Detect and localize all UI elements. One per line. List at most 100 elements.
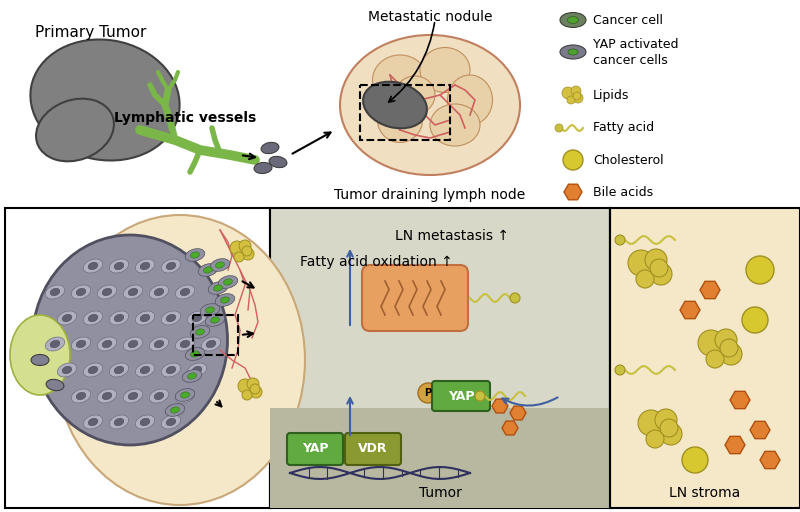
Ellipse shape — [114, 262, 124, 270]
Ellipse shape — [140, 314, 150, 322]
Ellipse shape — [71, 337, 90, 351]
Ellipse shape — [76, 392, 86, 400]
Ellipse shape — [395, 76, 435, 114]
Ellipse shape — [71, 389, 90, 403]
Circle shape — [239, 240, 251, 252]
Ellipse shape — [31, 354, 49, 366]
Circle shape — [510, 293, 520, 303]
Ellipse shape — [208, 282, 228, 294]
Ellipse shape — [123, 389, 142, 403]
Ellipse shape — [202, 337, 221, 351]
Circle shape — [660, 423, 682, 445]
Ellipse shape — [568, 49, 578, 55]
Ellipse shape — [46, 285, 65, 299]
Ellipse shape — [210, 317, 219, 323]
Ellipse shape — [221, 297, 230, 303]
Ellipse shape — [128, 288, 138, 296]
Ellipse shape — [180, 392, 190, 400]
Text: YAP: YAP — [448, 390, 474, 402]
Ellipse shape — [140, 366, 150, 374]
Polygon shape — [700, 281, 720, 298]
Ellipse shape — [55, 215, 305, 505]
Ellipse shape — [269, 156, 287, 167]
Ellipse shape — [261, 142, 279, 154]
Ellipse shape — [110, 415, 129, 429]
Circle shape — [242, 246, 252, 256]
Polygon shape — [750, 421, 770, 439]
Circle shape — [418, 383, 438, 403]
Ellipse shape — [98, 389, 117, 403]
Ellipse shape — [98, 337, 117, 351]
Ellipse shape — [187, 363, 206, 377]
Ellipse shape — [76, 340, 86, 348]
Ellipse shape — [363, 82, 427, 129]
Circle shape — [650, 259, 668, 277]
Circle shape — [698, 330, 724, 356]
Ellipse shape — [175, 389, 194, 403]
Circle shape — [615, 235, 625, 245]
Ellipse shape — [114, 314, 124, 322]
Ellipse shape — [186, 348, 205, 360]
Ellipse shape — [206, 340, 216, 348]
Ellipse shape — [114, 366, 124, 374]
Ellipse shape — [114, 418, 124, 425]
Ellipse shape — [206, 307, 214, 313]
Ellipse shape — [195, 329, 205, 335]
Text: P: P — [425, 388, 431, 398]
Ellipse shape — [88, 418, 98, 425]
Ellipse shape — [102, 392, 112, 400]
Ellipse shape — [46, 337, 65, 351]
Ellipse shape — [135, 415, 154, 429]
Ellipse shape — [62, 366, 72, 374]
Bar — [270, 208, 610, 508]
Ellipse shape — [192, 366, 202, 374]
Ellipse shape — [162, 311, 181, 325]
Ellipse shape — [33, 235, 227, 445]
Text: LN stroma: LN stroma — [670, 486, 741, 500]
Bar — [610, 208, 800, 508]
Ellipse shape — [10, 315, 70, 395]
Ellipse shape — [150, 389, 169, 403]
Ellipse shape — [83, 311, 102, 325]
Text: Tumor: Tumor — [418, 486, 462, 500]
Ellipse shape — [190, 326, 210, 338]
Text: Bile acids: Bile acids — [593, 185, 653, 199]
Ellipse shape — [98, 285, 117, 299]
Ellipse shape — [214, 285, 222, 291]
Ellipse shape — [154, 340, 164, 348]
Circle shape — [563, 150, 583, 170]
Ellipse shape — [58, 311, 77, 325]
Text: Primary Tumor: Primary Tumor — [35, 25, 146, 40]
Ellipse shape — [140, 262, 150, 270]
Ellipse shape — [175, 389, 194, 401]
Circle shape — [746, 256, 774, 284]
Ellipse shape — [378, 97, 422, 142]
Ellipse shape — [430, 104, 480, 146]
Ellipse shape — [140, 418, 150, 425]
Text: Lipids: Lipids — [593, 90, 630, 102]
Ellipse shape — [373, 55, 427, 105]
Circle shape — [238, 379, 252, 393]
Ellipse shape — [175, 337, 194, 351]
Ellipse shape — [180, 288, 190, 296]
Circle shape — [638, 410, 664, 436]
Circle shape — [555, 124, 563, 132]
Circle shape — [706, 350, 724, 368]
Circle shape — [628, 250, 654, 276]
Polygon shape — [680, 302, 700, 318]
Ellipse shape — [182, 370, 202, 382]
Ellipse shape — [186, 249, 205, 261]
Ellipse shape — [420, 48, 470, 93]
Ellipse shape — [50, 288, 60, 296]
Ellipse shape — [187, 373, 197, 379]
Ellipse shape — [162, 415, 181, 429]
Ellipse shape — [71, 285, 90, 299]
Ellipse shape — [166, 262, 176, 270]
Ellipse shape — [154, 288, 164, 296]
FancyBboxPatch shape — [345, 433, 401, 465]
Circle shape — [573, 92, 581, 100]
Ellipse shape — [218, 275, 238, 288]
Ellipse shape — [128, 340, 138, 348]
Ellipse shape — [190, 351, 199, 357]
Text: LN metastasis ↑: LN metastasis ↑ — [395, 229, 509, 243]
